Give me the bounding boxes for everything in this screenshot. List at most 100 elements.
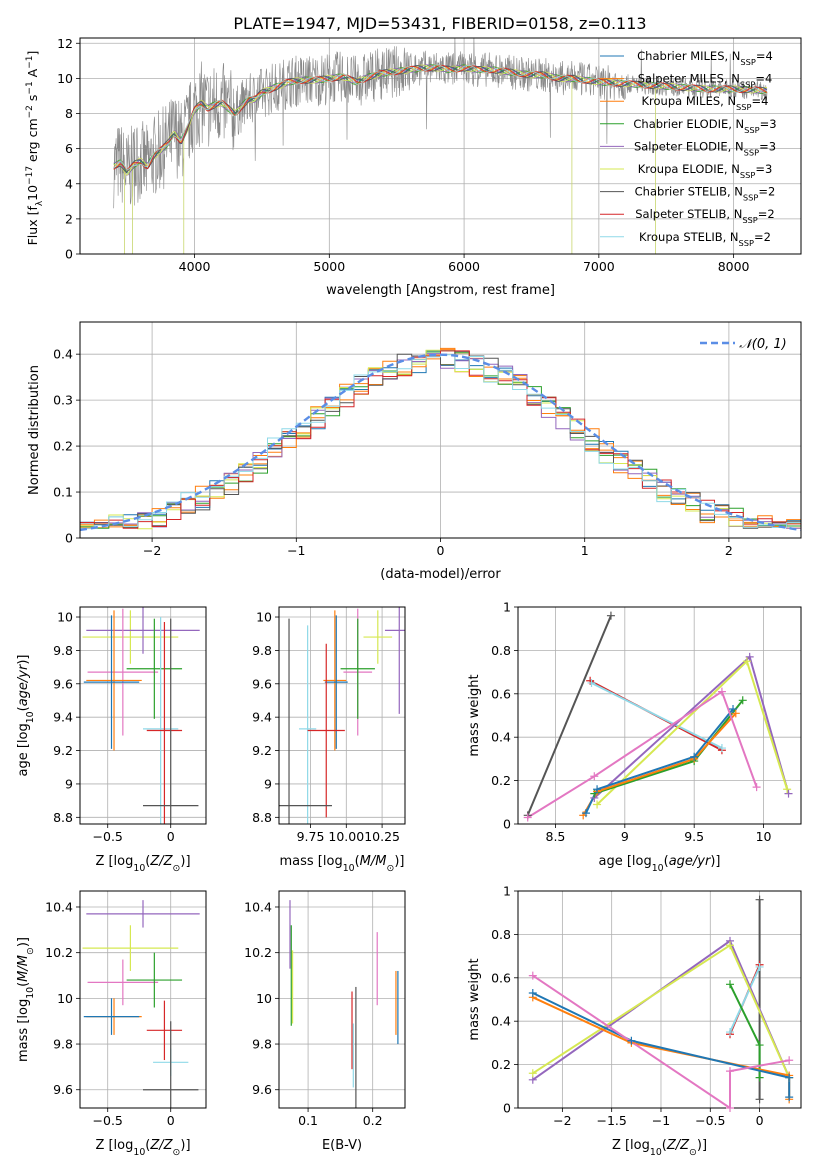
plot-area [80, 347, 801, 532]
weight-marker [528, 1069, 537, 1078]
plot-area [279, 607, 405, 824]
x-axis-label-part: 10 [133, 863, 145, 874]
x-axis-label-part: )] [710, 854, 720, 869]
axes-spectrum: 4000 5000 6000 7000 8000 0 2 4 6 8 10 12 Chabrier MI… [25, 36, 802, 298]
x-tick-label: 0.1 [298, 1113, 318, 1128]
legend-label: Salpeter MILES, NSSP=4 [638, 72, 773, 90]
x-axis-label-part: age/yr [669, 854, 712, 869]
grid [80, 891, 206, 1108]
x-axis-label-part: Z/Z [666, 1138, 690, 1153]
y-tick-label: 0.1 [53, 485, 73, 500]
legend-label: Chabrier STELIB, NSSP=2 [635, 185, 776, 203]
x-tick-label: 8000 [718, 259, 750, 274]
y-tick-label: 1 [503, 600, 511, 615]
weight-marker [738, 696, 747, 705]
y-tick-label: 9 [65, 776, 73, 791]
axes-z_vs_weight: −2 −1.5 −1 −0.5 0 0 0.2 0.4 0.6 0.8 1 Z [log10(Z/Z⊙… [467, 884, 802, 1158]
y-tick-label: 4 [65, 176, 73, 191]
legend-label-part: SSP [744, 147, 759, 157]
y-tick-label: 0.8 [491, 643, 511, 658]
x-axis-label: Z [log10(Z/Z⊙)] [95, 1138, 190, 1158]
legend-label-part: SSP [740, 170, 755, 180]
weight-marker [752, 783, 761, 792]
weight-marker [755, 1041, 764, 1050]
plot-area [526, 615, 790, 819]
x-axis-label-part: (data-model)/error [380, 567, 501, 582]
x-axis-label-part: ( [145, 854, 150, 869]
legend-label-part: =2 [758, 185, 775, 199]
y-tick-label: 10 [256, 610, 272, 625]
axes-frame [517, 606, 802, 825]
x-tick-label: 0 [756, 1113, 764, 1128]
x-tick-label: 10.25 [364, 829, 400, 844]
y-tick-label: 8.8 [252, 810, 272, 825]
x-axis-label-part: )] [697, 1138, 707, 1153]
y-tick-label: 10.2 [45, 945, 73, 960]
legend-label-part: SSP [739, 238, 754, 248]
weight-marker [726, 1104, 735, 1112]
x-axis-label: Z [log10(Z/Z⊙)] [612, 1138, 707, 1158]
y-tick-label: 8.8 [53, 810, 73, 825]
legend-label-part: Kroupa STELIB, N [639, 230, 739, 244]
axes-frame [278, 606, 406, 825]
y-axis-label-part: −17 [25, 166, 35, 185]
y-tick-label: 0.8 [491, 927, 511, 942]
y-axis-label-part: mass weight [467, 958, 482, 1040]
x-axis-label-part: 10 [133, 1147, 145, 1158]
x-tick-label: 5000 [313, 259, 345, 274]
axes-frame [79, 37, 802, 255]
x-tick-label: −2 [143, 543, 161, 558]
legend-label-part: SSP [740, 57, 755, 67]
weight-marker [726, 941, 735, 950]
model-kroupa_elodie [113, 64, 767, 176]
x-axis-label-part: Z [log [95, 1138, 133, 1153]
weight-line [593, 655, 790, 799]
x-axis-label: (data-model)/error [380, 567, 501, 582]
weight-marker [717, 744, 726, 753]
y-tick-label: 9.6 [252, 1082, 272, 1097]
weight-marker [587, 678, 596, 687]
x-tick-label: −1.5 [596, 1113, 626, 1128]
y-axis-label-part: mass weight [467, 674, 482, 756]
weight-marker [726, 1067, 735, 1076]
weight-line [526, 615, 612, 816]
y-axis-label-part: age [log [16, 723, 31, 776]
legend-label-part: =3 [755, 162, 772, 176]
y-tick-label: 0.4 [491, 1014, 511, 1029]
y-tick-label: 0.4 [491, 730, 511, 745]
weight-marker [729, 704, 738, 713]
legend-label-part: =4 [752, 94, 769, 108]
y-axis-label-part: )] [16, 937, 31, 947]
x-axis-label-part: age [log [598, 854, 651, 869]
x-axis-label-part: Z/Z [149, 1138, 173, 1153]
x-axis-label-part: 10 [650, 1147, 662, 1158]
y-axis-label: mass weight [467, 674, 482, 756]
y-tick-label: 12 [57, 36, 73, 51]
x-axis-label: Z [log10(Z/Z⊙)] [95, 854, 190, 874]
y-axis-label-part: 10 [25, 711, 36, 723]
model-kroupa_stelib [113, 64, 768, 170]
y-tick-label: 0 [65, 247, 73, 262]
y-tick-label: 0 [65, 531, 73, 546]
y-axis-label: Flux [fλ10−17 erg cm−2 s−1 A−1] [25, 51, 45, 246]
x-tick-label: 10 [756, 829, 772, 844]
y-axis-label-part: mass [log [16, 999, 31, 1062]
weight-marker [726, 980, 735, 989]
y-tick-label: 0.4 [53, 347, 73, 362]
y-tick-label: 0.3 [53, 393, 73, 408]
x-axis-label-part: wavelength [Angstrom, rest frame] [326, 283, 555, 298]
x-tick-label: 0 [167, 1113, 175, 1128]
x-tick-label: 10.00 [328, 829, 364, 844]
x-axis-label-part: ⊙ [173, 1147, 181, 1158]
x-tick-label: 9.5 [684, 829, 704, 844]
axes-frame [79, 321, 802, 539]
x-tick-label: 2 [725, 543, 733, 558]
legend-label-part: Kroupa MILES, N [642, 94, 737, 108]
x-axis-label-part: 10 [343, 863, 355, 874]
y-axis-label-part: 10 [25, 185, 40, 201]
y-tick-label: 10 [57, 71, 73, 86]
y-axis-label: Normed distribution [27, 365, 42, 495]
legend-label-part: Chabrier MILES, N [637, 49, 740, 63]
